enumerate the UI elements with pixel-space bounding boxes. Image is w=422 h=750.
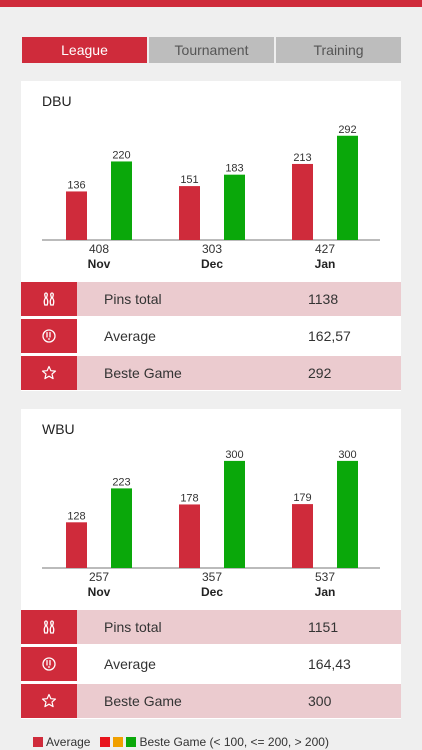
stat-row-best-game: Beste Game 292 [21, 356, 401, 390]
average-bar [179, 504, 200, 568]
stat-label: Beste Game [104, 693, 182, 709]
stat-label: Average [104, 328, 156, 344]
stat-value: 1151 [308, 619, 339, 635]
bowling-pins-icon [21, 282, 77, 316]
best-game-bar [111, 161, 132, 240]
pins-total-label: 357 [202, 570, 222, 584]
month-label: Dec [201, 257, 223, 271]
average-value-label: 213 [293, 152, 311, 164]
legend-red-swatch [100, 737, 111, 747]
stat-row-average: Average 162,57 [21, 319, 401, 353]
stat-value: 162,57 [308, 328, 351, 344]
average-bar [179, 186, 200, 240]
tab-training[interactable]: Training [276, 37, 401, 63]
legend-best-label: Beste Game (< 100, <= 200, > 200) [139, 735, 329, 749]
month-label: Dec [201, 585, 223, 599]
stat-row-pins-total: Pins total 1151 [21, 610, 401, 644]
star-icon [21, 684, 77, 718]
stat-value: 300 [308, 693, 332, 709]
stat-value: 1138 [308, 291, 339, 307]
stat-label: Beste Game [104, 365, 182, 381]
tab-league[interactable]: League [22, 37, 147, 63]
month-label: Nov [88, 585, 111, 599]
best-game-value-label: 300 [338, 449, 356, 461]
best-game-value-label: 183 [225, 163, 243, 175]
stat-label: Pins total [104, 291, 162, 307]
month-label: Jan [315, 257, 336, 271]
bowling-ball-icon [21, 647, 77, 681]
average-value-label: 179 [293, 492, 311, 504]
chart-legend: Average Beste Game (< 100, <= 200, > 200… [33, 735, 329, 749]
average-bar [292, 163, 313, 240]
best-game-value-label: 292 [338, 124, 356, 136]
bowling-pins-icon [21, 610, 77, 644]
best-game-bar [224, 460, 245, 568]
stat-label: Pins total [104, 619, 162, 635]
legend-orange-swatch [113, 737, 124, 747]
section-title: DBU [42, 93, 72, 109]
section-title: WBU [42, 421, 75, 437]
best-game-value-label: 223 [112, 476, 130, 488]
best-game-bar [337, 460, 358, 568]
wbu-card: WBU 128 223 257 Nov 178 300 357 Dec 179 300 537 Jan… [21, 409, 401, 719]
stat-row-pins-total: Pins total 1138 [21, 282, 401, 316]
stat-row-best-game: Beste Game 300 [21, 684, 401, 718]
average-value-label: 151 [180, 174, 198, 186]
average-bar [66, 191, 87, 240]
pins-total-label: 427 [315, 242, 335, 256]
average-value-label: 136 [67, 179, 85, 191]
average-value-label: 128 [67, 510, 85, 522]
pins-total-label: 257 [89, 570, 109, 584]
average-value-label: 178 [180, 492, 198, 504]
best-game-bar [111, 488, 132, 568]
best-game-value-label: 220 [112, 149, 130, 161]
best-game-bar [337, 135, 358, 240]
month-label: Nov [88, 257, 111, 271]
bowling-ball-icon [21, 319, 77, 353]
top-accent-bar [0, 0, 422, 7]
best-game-value-label: 300 [225, 449, 243, 461]
month-label: Jan [315, 585, 336, 599]
legend-green-swatch [126, 737, 137, 747]
star-icon [21, 356, 77, 390]
pins-total-label: 408 [89, 242, 109, 256]
stat-row-average: Average 164,43 [21, 647, 401, 681]
stat-label: Average [104, 656, 156, 672]
pins-total-label: 303 [202, 242, 222, 256]
pins-total-label: 537 [315, 570, 335, 584]
stat-value: 164,43 [308, 656, 351, 672]
average-bar [66, 522, 87, 568]
best-game-bar [224, 174, 245, 240]
stat-value: 292 [308, 365, 332, 381]
average-bar [292, 504, 313, 568]
dbu-card: DBU 136 220 408 Nov 151 183 303 Dec 213 292 427 Jan… [21, 81, 401, 391]
mode-tabs: League Tournament Training [22, 37, 401, 63]
legend-average-swatch [33, 737, 43, 747]
legend-average-label: Average [46, 735, 91, 749]
tab-tournament[interactable]: Tournament [149, 37, 274, 63]
